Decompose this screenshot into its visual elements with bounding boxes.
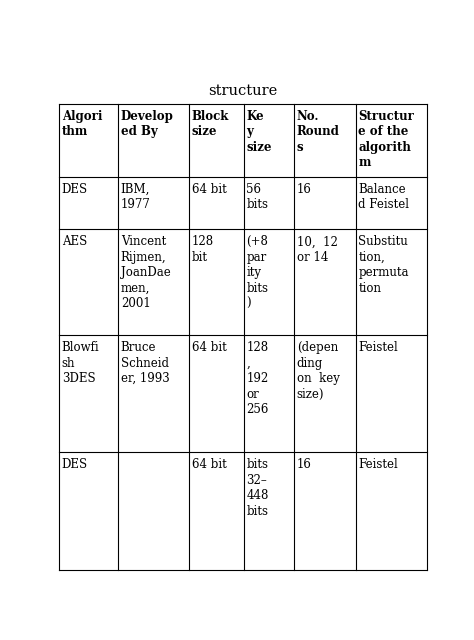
Text: Feistel: Feistel xyxy=(358,341,398,354)
Text: 128
bit: 128 bit xyxy=(191,236,214,264)
Text: Balance
d Feistel: Balance d Feistel xyxy=(358,182,410,211)
Text: bits
32–
448
bits: bits 32– 448 bits xyxy=(246,458,269,518)
Text: Structur
e of the
algorith
m: Structur e of the algorith m xyxy=(358,110,414,170)
Text: IBM,
1977: IBM, 1977 xyxy=(121,182,151,211)
Text: 16: 16 xyxy=(297,182,311,196)
Text: 64 bit: 64 bit xyxy=(191,341,226,354)
Text: Develop
ed By: Develop ed By xyxy=(121,110,173,138)
Text: 64 bit: 64 bit xyxy=(191,458,226,471)
Text: Vincent
Rijmen,
JoanDae
men,
2001: Vincent Rijmen, JoanDae men, 2001 xyxy=(121,236,171,310)
Text: 10,  12
or 14: 10, 12 or 14 xyxy=(297,236,337,264)
Text: Algori
thm: Algori thm xyxy=(62,110,102,138)
Text: Ke
y
size: Ke y size xyxy=(246,110,272,154)
Text: 16: 16 xyxy=(297,458,311,471)
Text: 56
bits: 56 bits xyxy=(246,182,268,211)
Text: Blowfi
sh
3DES: Blowfi sh 3DES xyxy=(62,341,100,385)
Text: structure: structure xyxy=(208,84,278,98)
Text: Substitu
tion,
permuta
tion: Substitu tion, permuta tion xyxy=(358,236,409,295)
Text: (+8
par
ity
bits
): (+8 par ity bits ) xyxy=(246,236,268,310)
Text: DES: DES xyxy=(62,458,88,471)
Text: (depen
ding
on  key
size): (depen ding on key size) xyxy=(297,341,339,401)
Text: 128
,
192
or
256: 128 , 192 or 256 xyxy=(246,341,269,416)
Text: No.
Round
s: No. Round s xyxy=(297,110,339,154)
Text: 64 bit: 64 bit xyxy=(191,182,226,196)
Text: DES: DES xyxy=(62,182,88,196)
Text: Bruce
Schneid
er, 1993: Bruce Schneid er, 1993 xyxy=(121,341,170,385)
Text: AES: AES xyxy=(62,236,87,248)
Text: Block
size: Block size xyxy=(191,110,229,138)
Text: Feistel: Feistel xyxy=(358,458,398,471)
